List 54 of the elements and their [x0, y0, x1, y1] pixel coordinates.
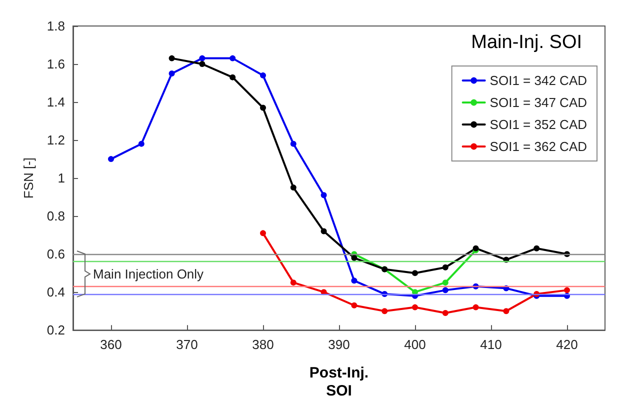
x-tick-label: 380 — [252, 337, 274, 352]
point — [230, 55, 236, 62]
legend-label: SOI1 = 347 CAD — [490, 95, 588, 110]
legend-label: SOI1 = 362 CAD — [490, 139, 588, 154]
point — [290, 184, 296, 191]
y-tick-label: 0.6 — [46, 246, 65, 262]
point — [472, 304, 479, 310]
point — [351, 278, 358, 284]
annotation: Main Injection Only — [93, 266, 204, 282]
point — [412, 304, 418, 310]
x-tick-label: 390 — [328, 337, 350, 352]
x-tick-label: 400 — [404, 337, 426, 352]
point — [168, 70, 175, 77]
legend-label: SOI1 = 352 CAD — [490, 117, 588, 132]
point — [503, 308, 510, 314]
y-tick-label: 0.8 — [46, 208, 65, 224]
y-tick-label: 1.6 — [46, 56, 65, 72]
point — [320, 192, 327, 198]
point — [168, 55, 175, 62]
point — [290, 140, 296, 147]
legend-label: SOI1 = 342 CAD — [490, 73, 588, 88]
x-tick-label: 410 — [480, 337, 502, 352]
point — [290, 280, 296, 286]
point — [230, 74, 236, 80]
point — [138, 140, 144, 147]
point — [199, 61, 206, 68]
point — [442, 280, 448, 286]
x-axis-title: Post-Inj. SOI — [309, 364, 369, 400]
point — [351, 254, 358, 261]
point — [412, 270, 418, 276]
x-tick-label: 420 — [556, 337, 578, 352]
point — [534, 245, 540, 252]
point — [442, 264, 448, 270]
point — [442, 310, 448, 316]
point — [442, 287, 448, 294]
point — [382, 308, 388, 314]
legend-title: Main-Inj. SOI — [471, 32, 582, 53]
x-tick-label: 370 — [176, 337, 198, 352]
y-tick-label: 1.4 — [46, 94, 65, 110]
point — [260, 104, 266, 111]
point — [351, 302, 358, 308]
y-tick-label: 1.8 — [46, 18, 65, 34]
point — [108, 156, 114, 162]
point — [564, 287, 570, 294]
point — [260, 230, 266, 236]
point — [260, 72, 266, 78]
y-tick-label: 1.2 — [46, 132, 65, 148]
y-tick-label: 0.2 — [46, 322, 65, 338]
y-tick-label: 0.4 — [46, 284, 65, 300]
point — [199, 55, 206, 62]
x-tick-label: 360 — [100, 337, 122, 352]
point — [320, 228, 327, 234]
y-axis-title: FSN [-] — [21, 157, 36, 199]
y-tick-label: 1 — [58, 170, 65, 186]
